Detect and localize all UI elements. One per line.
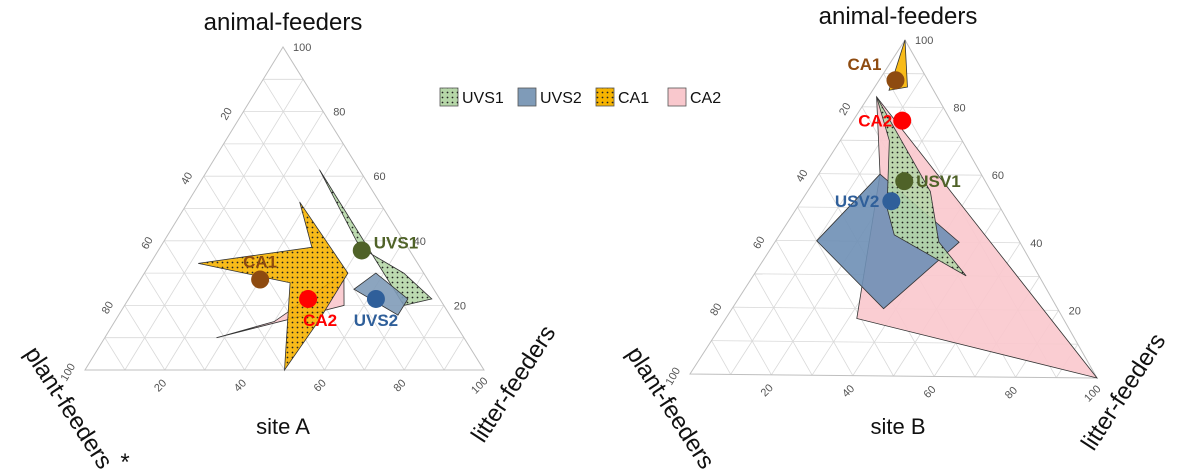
tick-label: 60	[373, 171, 385, 183]
legend-swatch-pattern	[596, 88, 614, 106]
point-ca2	[299, 289, 318, 308]
tick-label: 100	[293, 42, 311, 54]
tick-label: 20	[152, 377, 169, 394]
region-pattern-ca1	[198, 202, 348, 370]
tick-label: 40	[232, 377, 249, 394]
tick-label: 40	[840, 383, 857, 400]
point-label: CA2	[858, 112, 892, 131]
legend-label-uvs2: UVS2	[540, 90, 582, 107]
grid-line	[104, 337, 126, 371]
corner-label-left: plant-feeders	[19, 342, 118, 472]
region-pattern-uvs1	[876, 96, 967, 276]
tick-label: 80	[333, 107, 345, 119]
tick-label: 60	[139, 235, 156, 252]
site-label: site A	[256, 414, 310, 439]
grid-line	[183, 208, 285, 371]
tick-label: 100	[469, 375, 490, 396]
point-label: UVS2	[354, 311, 398, 330]
tick-label: 40	[179, 170, 196, 187]
grid-line	[775, 240, 854, 376]
point-uvs2	[366, 289, 385, 308]
grid-line	[711, 340, 732, 375]
legend-label-uvs1: UVS1	[462, 90, 504, 107]
corner-label-top: animal-feeders	[204, 9, 363, 36]
legend-swatch-uvs2	[517, 87, 537, 107]
point-ca2	[893, 111, 912, 130]
grid-line	[732, 307, 772, 375]
site-label: site B	[870, 414, 925, 439]
grid-line	[797, 206, 894, 377]
tick-label: 60	[992, 170, 1004, 182]
tick-label: 60	[751, 235, 768, 252]
legend-label-ca2: CA2	[690, 90, 721, 107]
tick-label: 40	[414, 236, 426, 248]
point-usv2	[882, 192, 901, 211]
grid-line	[144, 272, 206, 371]
tick-label: 80	[708, 301, 725, 318]
tick-label: 20	[759, 382, 776, 399]
corner-label-top: animal-feeders	[819, 3, 978, 30]
triangle-outline	[689, 39, 1098, 379]
grid-line	[443, 337, 465, 371]
point-label: CA1	[847, 55, 881, 74]
point-ca1	[886, 71, 905, 90]
grid-line	[861, 106, 944, 108]
significance-marker: *	[120, 449, 129, 472]
tick-label: 100	[915, 35, 933, 47]
tick-label: 80	[1003, 385, 1020, 402]
tick-label: 40	[794, 168, 811, 185]
grid-line	[324, 240, 404, 371]
legend-swatch-pattern	[440, 88, 458, 106]
tick-label: 80	[392, 377, 409, 394]
grid-line	[163, 240, 245, 371]
point-label: USV1	[916, 172, 960, 191]
tick-label: 60	[312, 377, 329, 394]
tick-label: 20	[837, 101, 854, 118]
tick-label: 40	[1030, 238, 1042, 250]
region-pattern-uvs1	[319, 169, 432, 306]
point-uvs1	[352, 241, 371, 260]
tick-label: 20	[1069, 305, 1081, 317]
point-label: USV2	[835, 192, 879, 211]
point-label: CA1	[243, 253, 277, 272]
tick-label: 20	[454, 300, 466, 312]
grid-line	[124, 305, 166, 371]
tick-label: 80	[100, 300, 117, 317]
legend-label-ca1: CA1	[618, 90, 649, 107]
point-label: CA2	[303, 311, 337, 330]
corner-label-left: plant-feeders	[621, 342, 720, 472]
point-ca1	[251, 270, 270, 289]
point-usv1	[895, 172, 914, 191]
point-label: UVS1	[374, 233, 418, 252]
tick-label: 20	[219, 106, 236, 123]
grid-line	[403, 305, 445, 371]
tick-label: 80	[953, 103, 965, 115]
tick-label: 60	[922, 384, 939, 401]
legend-swatch-ca2	[667, 87, 687, 107]
grid-line	[754, 273, 813, 376]
grid-line	[124, 79, 304, 371]
grid	[104, 78, 465, 371]
legend: UVS1 UVS2 CA1 CA2	[439, 87, 721, 107]
